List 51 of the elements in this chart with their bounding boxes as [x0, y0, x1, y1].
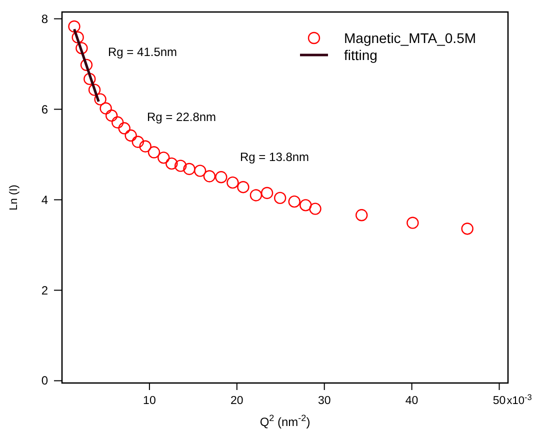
legend-label: fitting — [344, 47, 378, 63]
x-tick-label: 50 — [492, 395, 506, 407]
annotation: Rg = 41.5nm — [108, 45, 178, 59]
x-axis-title: Q$^{2}$ (nm$^{-2}$) — [260, 413, 310, 429]
annotation: Rg = 22.8nm — [147, 110, 216, 124]
y-tick-label: 4 — [41, 192, 48, 207]
point — [76, 42, 88, 54]
y-axis-title: Ln (I) — [8, 184, 20, 210]
point — [158, 152, 170, 164]
x-tick-label: 10 — [143, 395, 156, 407]
y-tick-label: 8 — [41, 12, 48, 26]
y-tick-label: 6 — [41, 102, 48, 116]
point — [288, 195, 300, 208]
point — [88, 84, 101, 96]
point — [356, 209, 368, 222]
text: x10$^{-3}$ — [506, 392, 532, 407]
point — [84, 72, 96, 86]
point — [226, 176, 239, 189]
y-tick-label: 0 — [41, 374, 48, 388]
point — [100, 102, 112, 114]
point — [237, 181, 250, 194]
point — [94, 93, 106, 106]
point — [461, 222, 474, 235]
point — [72, 31, 84, 44]
x-tick-label: 40 — [405, 395, 418, 407]
annotation: Rg = 13.8nm — [240, 150, 310, 164]
point — [215, 171, 228, 184]
point — [132, 136, 144, 148]
point — [260, 186, 274, 200]
point — [112, 116, 124, 128]
x-tick-label: 30 — [318, 395, 331, 407]
point — [166, 157, 178, 170]
point — [194, 164, 206, 177]
legend-label: Magnetic_MTA_0.5M — [344, 30, 476, 46]
point — [274, 192, 286, 204]
point — [68, 20, 80, 33]
point — [80, 58, 93, 72]
point — [300, 199, 312, 212]
point — [118, 122, 130, 134]
point — [174, 160, 187, 172]
point — [250, 189, 262, 202]
point — [183, 162, 196, 176]
point — [406, 216, 419, 229]
point — [148, 146, 160, 158]
y-tick-label: 2 — [41, 283, 48, 298]
point — [203, 170, 216, 182]
x-tick-label: 20 — [230, 395, 244, 407]
point — [309, 202, 322, 215]
point — [105, 110, 118, 122]
point — [139, 140, 152, 152]
point — [124, 129, 137, 142]
